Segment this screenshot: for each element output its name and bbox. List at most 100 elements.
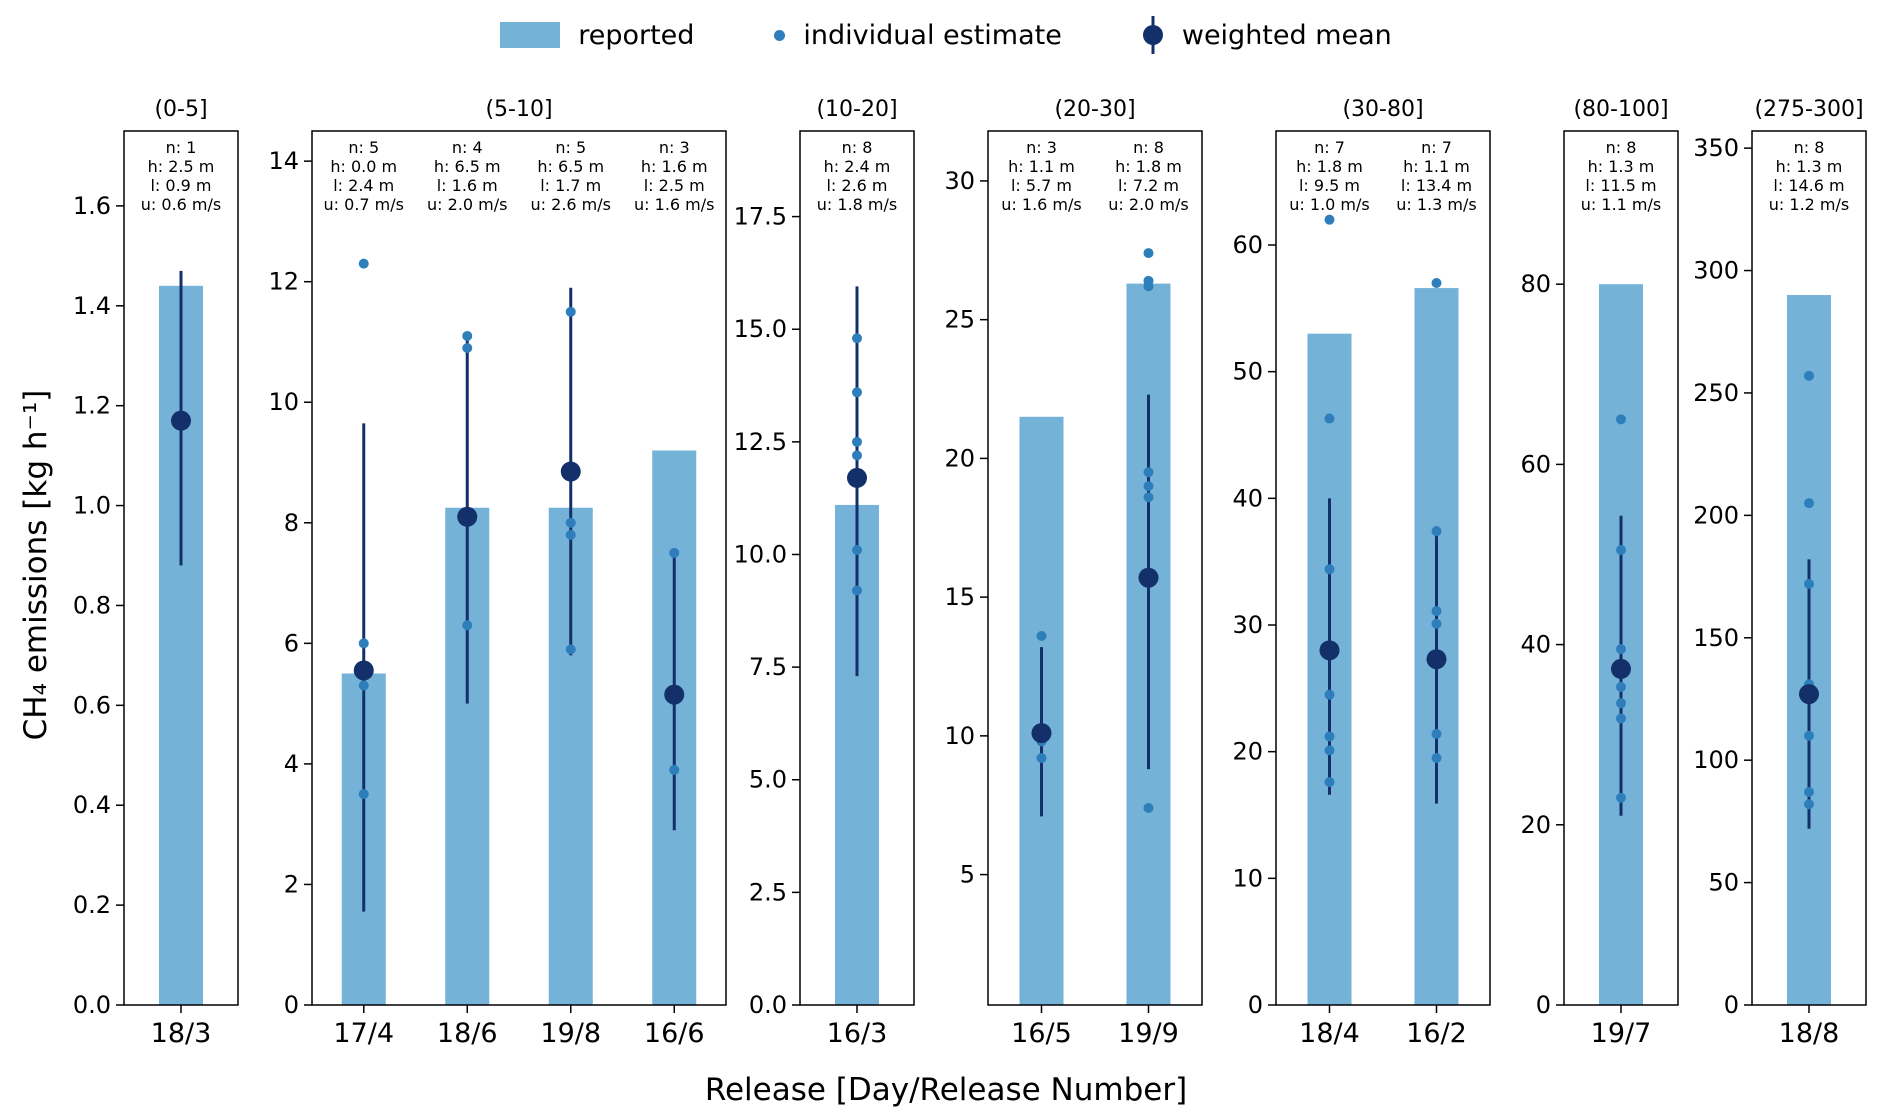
individual-estimate-dot	[1804, 730, 1814, 741]
annotation-line: l: 7.2 m	[1118, 176, 1179, 195]
panel-title: (10-20]	[816, 97, 897, 122]
individual-estimate-dot	[1616, 681, 1626, 692]
individual-estimate-dot	[358, 258, 369, 269]
annotation-line: u: 1.6 m/s	[634, 195, 714, 214]
legend-item-reported: reported	[500, 20, 694, 51]
y-axis-label: CH₄ emissions [kg h⁻¹]	[18, 389, 54, 741]
individual-estimate-dot	[1616, 792, 1626, 803]
y-tick-label: 300	[1693, 257, 1739, 285]
annotation-line: h: 1.3 m	[1776, 157, 1843, 176]
legend-item-individual-estimate: individual estimate	[774, 19, 1062, 51]
weighted-mean-dot-icon	[1142, 13, 1164, 57]
individual-estimate-dot	[1143, 492, 1154, 503]
y-tick-label: 7.5	[749, 653, 787, 681]
y-tick-label: 50	[1232, 358, 1263, 386]
annotation-line: n: 7	[1314, 138, 1345, 157]
panel: (275-300] 0 50 100 150 200 250 300 350 n: 8h: 1.3…	[1693, 97, 1867, 1049]
x-tick-label: 18/4	[1299, 1018, 1360, 1049]
annotation-line: u: 1.6 m/s	[1001, 195, 1081, 214]
annotation-line: l: 2.6 m	[826, 176, 887, 195]
annotation-line: h: 2.4 m	[824, 157, 891, 176]
annotation-line: u: 0.6 m/s	[141, 195, 221, 214]
plot-box	[123, 130, 239, 1006]
annotation-line: n: 5	[348, 138, 379, 157]
individual-estimate-dot	[852, 585, 862, 596]
weighted-mean-dot	[1319, 640, 1340, 661]
individual-estimate-dot	[1143, 248, 1154, 259]
y-tick-label: 15	[944, 583, 975, 611]
annotation-line: n: 5	[555, 138, 586, 157]
y-tick-label: 2.5	[749, 878, 787, 906]
weighted-mean-dot	[1799, 684, 1819, 705]
annotation-line: n: 3	[1026, 138, 1057, 157]
annotation-line: l: 2.4 m	[333, 176, 394, 195]
annotation-line: n: 8	[1606, 138, 1637, 157]
annotation-line: u: 1.0 m/s	[1289, 195, 1369, 214]
x-tick-label: 19/8	[540, 1018, 601, 1049]
y-tick-label: 0	[1536, 991, 1551, 1019]
annotation-line: u: 1.8 m/s	[817, 195, 897, 214]
individual-estimate-dot	[1324, 777, 1335, 788]
y-tick-label: 100	[1693, 746, 1739, 774]
y-tick-label: 15.0	[734, 315, 787, 343]
y-tick-label: 0.0	[73, 991, 111, 1019]
annotation-line: h: 6.5 m	[434, 157, 501, 176]
y-tick-label: 5.0	[749, 766, 787, 794]
y-tick-label: 0.0	[749, 991, 787, 1019]
individual-estimate-dot	[852, 333, 862, 344]
individual-estimate-dot	[669, 547, 680, 558]
individual-estimate-dot	[1431, 618, 1442, 629]
individual-estimate-dot	[1324, 413, 1335, 424]
y-tick-label: 0.2	[73, 891, 111, 919]
y-tick-label: 1.0	[73, 492, 111, 520]
annotation-line: l: 9.5 m	[1299, 176, 1360, 195]
annotation-line: u: 2.6 m/s	[531, 195, 611, 214]
individual-estimate-dot-icon	[774, 29, 786, 41]
y-tick-label: 10	[944, 722, 975, 750]
legend: reported individual estimate weighted me…	[0, 8, 1892, 62]
legend-label-individual-estimate: individual estimate	[803, 19, 1062, 51]
plot-box	[311, 130, 727, 1006]
y-tick-label: 40	[1520, 631, 1551, 659]
x-tick-label: 18/8	[1779, 1018, 1840, 1049]
panel-title: (20-30]	[1054, 97, 1135, 122]
individual-estimate-dot	[1431, 606, 1442, 617]
individual-estimate-dot	[358, 789, 369, 800]
y-tick-label: 10.0	[734, 540, 787, 568]
x-tick-label: 16/2	[1406, 1018, 1467, 1049]
y-tick-label: 30	[944, 167, 975, 195]
annotation-line: l: 1.7 m	[540, 176, 601, 195]
annotation-line: h: 1.6 m	[641, 157, 708, 176]
individual-estimate-dot	[1143, 481, 1154, 492]
annotation-line: u: 0.7 m/s	[324, 195, 404, 214]
x-axis-label: Release [Day/Release Number]	[704, 1072, 1188, 1108]
individual-estimate-dot	[358, 680, 369, 691]
annotation-line: l: 11.5 m	[1585, 176, 1656, 195]
individual-estimate-dot	[1804, 787, 1814, 798]
plot-box	[1563, 130, 1679, 1006]
panel: (80-100] 0 20 40 60 80 n: 8h: 1.3 ml: 11.5 mu:…	[1520, 97, 1679, 1049]
individual-estimate-dot	[1036, 630, 1047, 641]
y-tick-label: 0	[284, 991, 299, 1019]
panel-title: (0-5]	[154, 97, 207, 122]
annotation-line: h: 6.5 m	[537, 157, 604, 176]
x-tick-label: 19/7	[1591, 1018, 1652, 1049]
weighted-mean-dot	[1426, 649, 1447, 670]
annotation-line: u: 2.0 m/s	[1108, 195, 1188, 214]
individual-estimate-dot	[565, 644, 576, 655]
individual-estimate-dot	[852, 436, 862, 447]
y-tick-label: 0	[1248, 991, 1263, 1019]
y-tick-label: 350	[1693, 134, 1739, 162]
annotation-line: n: 8	[842, 138, 873, 157]
y-tick-label: 200	[1693, 501, 1739, 529]
y-tick-label: 250	[1693, 379, 1739, 407]
plot-box	[987, 130, 1203, 1006]
annotation-line: h: 1.1 m	[1008, 157, 1075, 176]
annotation-line: l: 5.7 m	[1011, 176, 1072, 195]
individual-estimate-dot	[462, 330, 473, 341]
x-tick-label: 18/3	[151, 1018, 212, 1049]
y-tick-label: 0.8	[73, 591, 111, 619]
individual-estimate-dot	[1616, 698, 1626, 709]
